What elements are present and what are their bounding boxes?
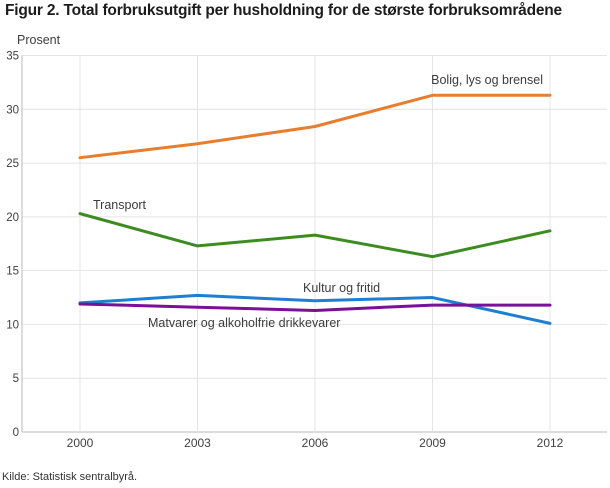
y-tick-label: 5 bbox=[13, 373, 19, 385]
x-tick-label: 2003 bbox=[184, 436, 211, 450]
x-tick-label: 2012 bbox=[537, 436, 564, 450]
y-tick-label: 20 bbox=[6, 212, 19, 224]
series-label: Bolig, lys og brensel bbox=[431, 73, 543, 87]
y-tick-label: 30 bbox=[6, 104, 19, 116]
figure-title: Figur 2. Total forbruksutgift per hushol… bbox=[5, 2, 562, 19]
series-label: Transport bbox=[93, 198, 147, 212]
y-tick-label: 10 bbox=[6, 319, 19, 331]
y-tick-label: 35 bbox=[6, 51, 19, 63]
y-tick-label: 25 bbox=[6, 158, 19, 170]
series-line-3 bbox=[78, 302, 552, 312]
y-axis-unit-label: Prosent bbox=[17, 33, 61, 47]
y-tick-label: 0 bbox=[13, 427, 19, 439]
series-label: Kultur og fritid bbox=[303, 281, 380, 295]
x-tick-label: 2000 bbox=[67, 436, 94, 450]
series-line-1 bbox=[78, 212, 552, 259]
source-note: Kilde: Statistisk sentralbyrå. bbox=[2, 471, 138, 483]
series-label: Matvarer og alkoholfrie drikkevarer bbox=[148, 316, 340, 330]
y-tick-label: 15 bbox=[6, 266, 19, 278]
x-tick-label: 2006 bbox=[302, 436, 329, 450]
x-tick-label: 2009 bbox=[419, 436, 446, 450]
series-line-0 bbox=[78, 93, 552, 160]
